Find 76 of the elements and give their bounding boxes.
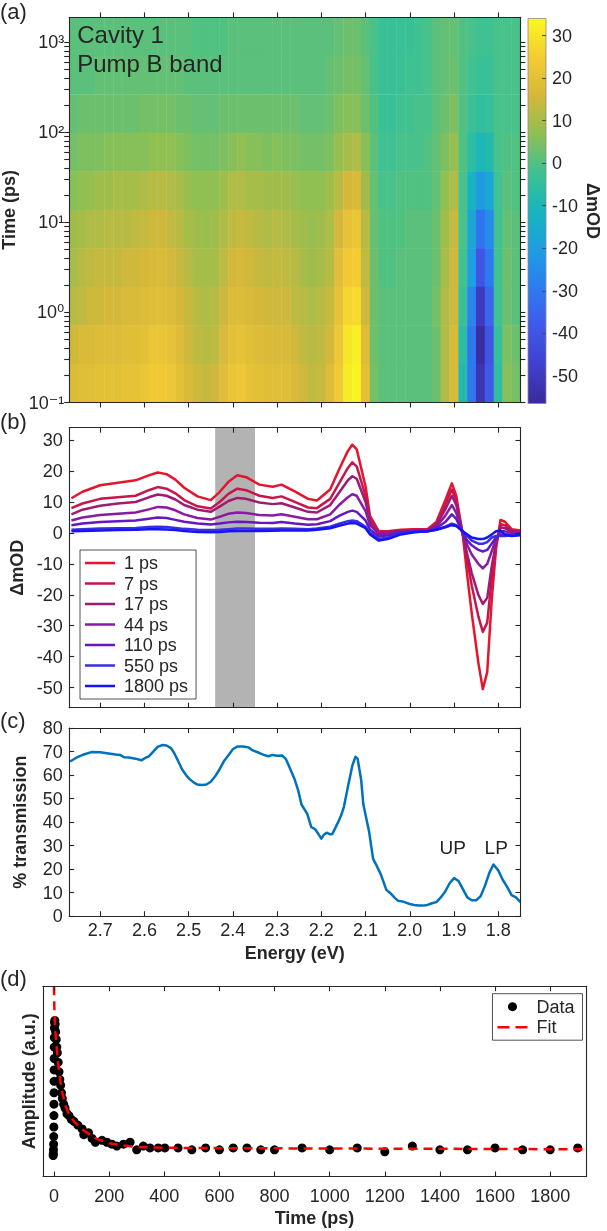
x-tick-label: 400 [149,1185,180,1206]
color-bar-label: -30 [552,280,579,301]
color-bar-label: 0 [552,153,563,174]
y-tick-label: 10⁻¹ [28,392,65,413]
y-axis-title: % transmission [10,755,31,889]
y-axis-title: ΔmOD [6,539,27,596]
annotation: Pump B band [77,49,223,77]
y-tick-label: 20 [42,461,63,482]
annotation: LP [484,837,508,859]
x-tick-label: 2.3 [264,920,290,941]
x-tick-label: 1800 [530,1185,571,1206]
y-tick-label: 10¹ [38,212,65,233]
color-bar-label: -40 [552,323,579,344]
legend-label: 44 ps [124,614,169,635]
x-tick-label: 200 [94,1185,125,1206]
chart-title: (b) [0,408,27,434]
line-series [68,743,522,907]
legend-label: Fit [536,1017,557,1038]
legend-label: Data [536,996,576,1017]
color-bar-title: ΔmOD [583,183,603,239]
legend-label: 550 ps [124,655,179,676]
annotation: Cavity 1 [77,20,164,48]
x-tick-label: 600 [204,1185,235,1206]
legend-label: 1 ps [124,553,159,573]
chart-title: (a) [0,0,27,24]
y-tick-label: 50 [42,788,63,809]
x-tick-label: 2.5 [176,920,202,941]
y-tick-label: 10² [38,122,65,143]
legend-label: 17 ps [124,594,169,614]
y-tick-label: 60 [42,765,63,786]
y-axis-title: Time (ps) [0,170,19,250]
y-tick-label: 30 [42,835,63,856]
x-axis-title: Energy (eV) [244,943,345,964]
x-tick-label: 1.8 [485,920,511,941]
color-bar-label: -10 [552,195,579,216]
y-tick-label: 10 [42,882,63,903]
color-bar-label: -50 [552,365,579,386]
y-tick-label: -40 [36,646,63,667]
x-tick-label: 800 [259,1185,290,1206]
y-tick-label: 0 [52,522,63,543]
y-tick-label: 30 [42,430,63,451]
x-tick-label: 1600 [475,1185,516,1206]
chart-title: (c) [0,707,26,733]
y-tick-label: 10³ [38,32,65,53]
y-tick-label: 70 [42,741,63,762]
y-tick-label: -50 [36,677,63,698]
y-tick-label: -10 [36,553,63,574]
x-tick-label: 2.4 [220,920,246,941]
y-tick-label: -30 [36,615,63,636]
x-tick-label: 1.9 [441,920,467,941]
y-axis-title: Amplitude (a.u.) [19,1013,39,1150]
legend-label: 110 ps [124,635,177,655]
y-tick-label: 20 [42,859,63,880]
x-tick-label: 2.1 [353,920,379,941]
x-tick-label: 2.7 [87,920,113,941]
color-bar-label: 20 [552,68,573,89]
legend-label: 7 ps [124,573,159,594]
y-tick-label: 80 [42,718,63,739]
y-tick-label: -20 [36,584,63,605]
color-bar-label: 30 [552,25,573,46]
x-tick-label: 2.2 [308,920,334,941]
y-tick-label: 10 [42,491,63,512]
x-tick-label: 1200 [364,1185,405,1206]
y-tick-label: 40 [42,812,63,833]
x-tick-label: 1000 [309,1185,350,1206]
legend-label: 1800 ps [124,676,189,696]
color-bar-label: -20 [552,238,579,259]
annotation: UP [439,837,466,859]
x-tick-label: 2.6 [131,920,157,941]
x-tick-label: 1400 [419,1185,460,1206]
y-tick-label: 10⁰ [36,302,65,323]
color-bar-label: 10 [552,110,573,131]
x-tick-label: 2.0 [397,920,423,941]
x-axis-title: Time (ps) [274,1208,355,1229]
y-tick-label: 0 [52,906,63,927]
chart-title: (d) [0,965,27,991]
